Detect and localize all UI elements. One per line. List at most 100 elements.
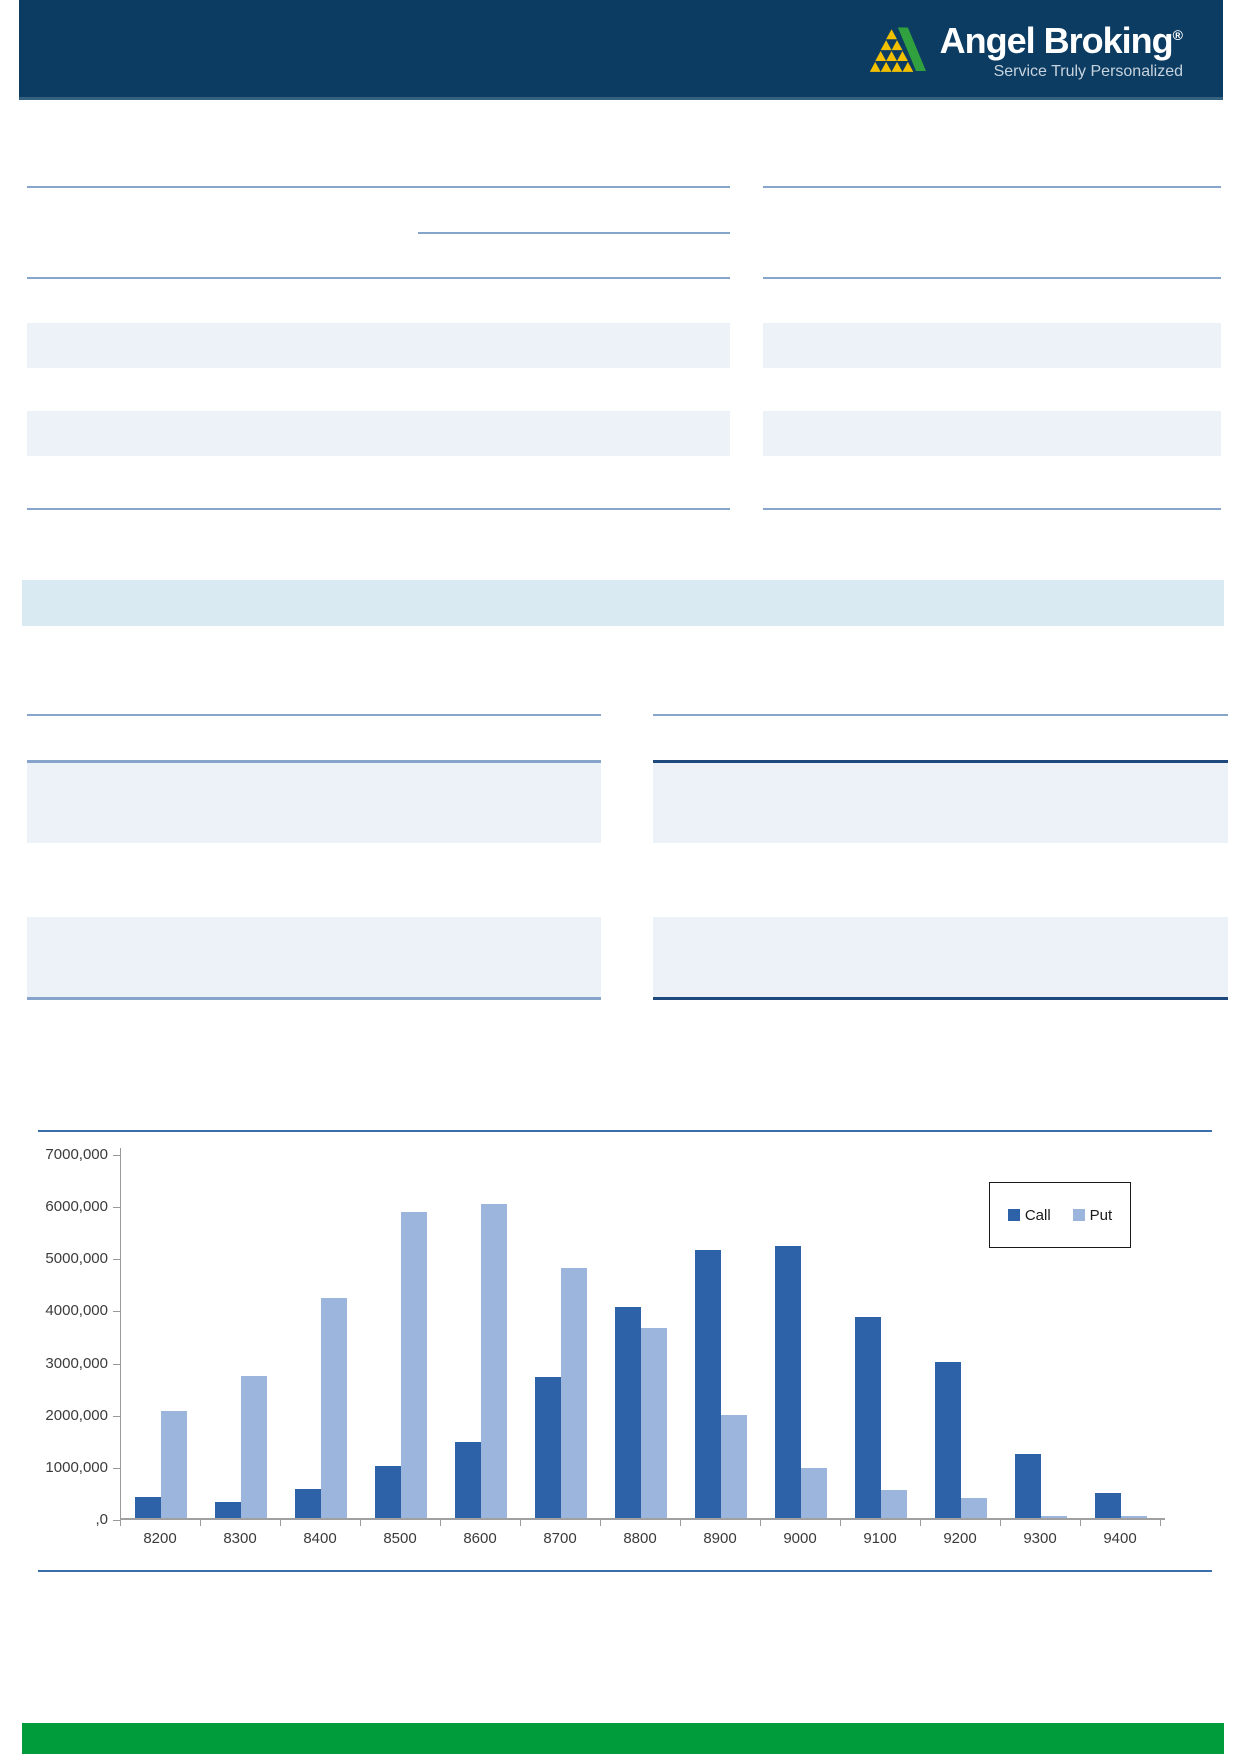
x-tick-mark [440, 1520, 441, 1526]
bar-put-8800 [641, 1328, 667, 1518]
bar-put-8400 [321, 1298, 347, 1518]
x-tick-mark [520, 1520, 521, 1526]
x-tick-mark [920, 1520, 921, 1526]
x-tick-mark [600, 1520, 601, 1526]
table-header-rule [653, 760, 1228, 763]
y-tick-mark [113, 1520, 120, 1521]
bar-call-8400 [295, 1489, 321, 1518]
angel-broking-logo: Angel Broking® Service Truly Personalize… [868, 15, 1183, 82]
x-tick-mark [1000, 1520, 1001, 1526]
bar-call-9400 [1095, 1493, 1121, 1518]
open-interest-chart: 8200 8300 8400 8500 8600 8700 8800 8900 9000 9100… [0, 1130, 1240, 1572]
bar-call-8900 [695, 1250, 721, 1518]
bar-put-8300 [241, 1376, 267, 1518]
x-tick-mark [1080, 1520, 1081, 1526]
table-row-stripe [763, 411, 1221, 456]
y-tick-label: 6000,000 [45, 1198, 108, 1216]
table-rule-partial [418, 232, 730, 234]
x-axis-ticks [120, 1520, 1165, 1526]
x-tick-label: 9400 [1103, 1530, 1137, 1547]
bar-call-9100 [855, 1317, 881, 1518]
x-axis-labels: 8200 8300 8400 8500 8600 8700 8800 8900 9000 9100… [120, 1530, 1165, 1550]
section-header-band [22, 580, 1224, 626]
table-row-stripe [653, 763, 1228, 843]
bar-put-8600 [481, 1204, 507, 1518]
y-tick-mark [113, 1311, 120, 1313]
x-tick-label: 9200 [943, 1530, 977, 1547]
brand-name: Angel Broking® [939, 20, 1183, 61]
x-tick-label: 9000 [783, 1530, 817, 1547]
table-rule [763, 186, 1221, 188]
table-row-stripe [27, 917, 601, 997]
bar-call-9200 [935, 1362, 961, 1518]
bar-put-8900 [721, 1415, 747, 1518]
y-tick-mark [113, 1363, 120, 1365]
table-row-stripe [27, 323, 730, 368]
y-tick-mark [113, 1155, 120, 1156]
x-tick-label: 8400 [303, 1530, 337, 1547]
y-tick-label: 4000,000 [45, 1302, 108, 1320]
logo-pyramid-icon [869, 26, 926, 72]
x-tick-mark [200, 1520, 201, 1526]
table-rule [763, 508, 1221, 510]
x-tick-label: 9300 [1023, 1530, 1057, 1547]
y-tick-label: 1000,000 [45, 1458, 108, 1476]
y-tick-label: 3000,000 [45, 1354, 108, 1372]
bar-put-8200 [161, 1411, 187, 1518]
table-rule [653, 997, 1228, 1000]
x-tick-mark [680, 1520, 681, 1526]
registered-mark: ® [1172, 27, 1183, 43]
y-tick-label: ,0 [95, 1511, 108, 1528]
bar-call-8800 [615, 1307, 641, 1518]
table-rule [27, 186, 730, 188]
bar-put-9000 [801, 1468, 827, 1518]
x-tick-label: 8300 [223, 1530, 257, 1547]
table-row-stripe [763, 323, 1221, 368]
legend-item-put: Put [1072, 1206, 1113, 1224]
footer-bar [22, 1723, 1224, 1754]
x-tick-mark [120, 1520, 121, 1526]
legend-swatch-put [1072, 1209, 1085, 1221]
bar-put-9300 [1041, 1516, 1067, 1518]
x-tick-label: 8700 [543, 1530, 577, 1547]
y-tick-label: 2000,000 [45, 1406, 108, 1424]
table-rule [27, 714, 601, 716]
chart-top-rule [38, 1130, 1212, 1132]
legend-swatch-call [1007, 1209, 1020, 1221]
table-row-stripe [27, 763, 601, 843]
x-tick-mark [360, 1520, 361, 1526]
y-tick-mark [113, 1207, 120, 1209]
bar-put-8500 [401, 1212, 427, 1518]
bar-call-8200 [135, 1497, 161, 1518]
table-row-stripe [27, 411, 730, 456]
header-bar: Angel Broking® Service Truly Personalize… [19, 0, 1223, 100]
bar-call-8700 [535, 1377, 561, 1518]
bar-put-9400 [1121, 1516, 1147, 1518]
chart-bottom-rule [38, 1570, 1212, 1572]
brand-tagline: Service Truly Personalized [993, 63, 1183, 80]
x-tick-label: 8200 [143, 1530, 177, 1547]
bar-call-8500 [375, 1466, 401, 1518]
bar-call-8600 [455, 1442, 481, 1518]
x-tick-label: 8800 [623, 1530, 657, 1547]
legend-item-call: Call [1007, 1207, 1051, 1224]
table-rule [763, 277, 1221, 279]
table-row-stripe [653, 917, 1228, 997]
bar-put-9100 [881, 1490, 907, 1518]
bar-put-9200 [961, 1498, 987, 1518]
logo-text: Angel Broking® Service Truly Personalize… [940, 15, 1183, 82]
table-rule [27, 997, 601, 1000]
bar-put-8700 [561, 1268, 587, 1518]
y-tick-mark [113, 1467, 120, 1469]
x-tick-mark [840, 1520, 841, 1526]
legend-label: Put [1089, 1206, 1113, 1224]
x-tick-label: 9100 [863, 1530, 897, 1547]
y-tick-mark [113, 1259, 120, 1261]
y-tick-mark [113, 1415, 120, 1417]
table-rule [27, 277, 730, 279]
y-tick-label: 5000,000 [45, 1250, 108, 1268]
x-tick-label: 8900 [703, 1530, 737, 1547]
bar-call-9000 [775, 1246, 801, 1518]
chart-legend: Call Put [989, 1182, 1131, 1248]
